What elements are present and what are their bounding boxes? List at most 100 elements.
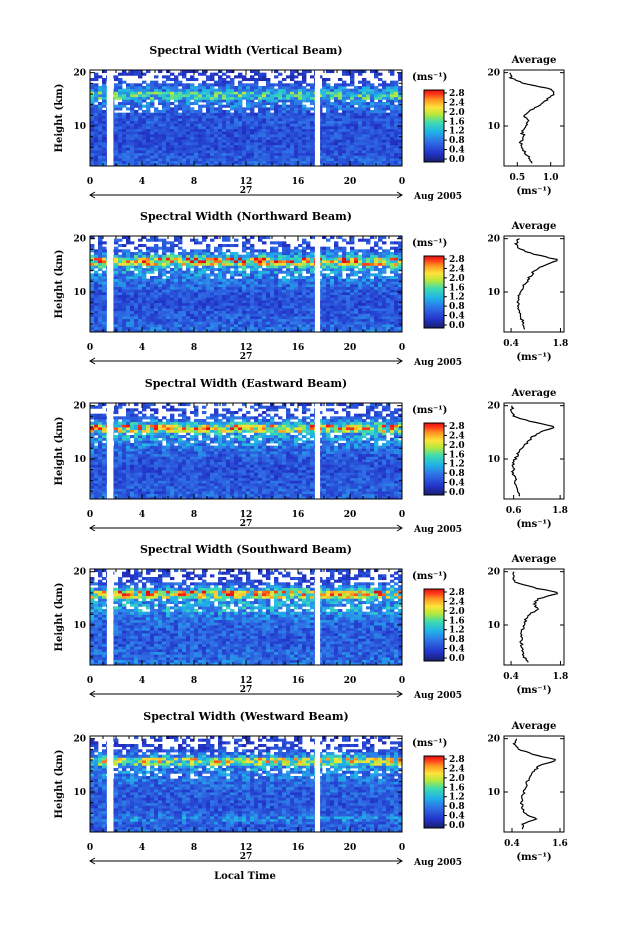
heatmap-cell bbox=[362, 123, 367, 127]
heatmap-cell bbox=[154, 152, 159, 156]
heatmap-cell bbox=[222, 257, 227, 261]
heatmap-cell bbox=[298, 91, 303, 95]
heatmap-cell bbox=[226, 292, 231, 296]
heatmap-cell bbox=[142, 244, 147, 248]
heatmap-cell bbox=[334, 150, 339, 154]
heatmap-cell bbox=[298, 160, 303, 164]
heatmap-cell bbox=[214, 257, 219, 261]
heatmap-cell bbox=[270, 294, 275, 298]
heatmap-cell bbox=[318, 99, 323, 103]
heatmap-cell bbox=[222, 302, 227, 306]
heatmap-cell bbox=[102, 126, 107, 130]
heatmap-cell bbox=[186, 118, 191, 122]
heatmap-cell bbox=[338, 262, 343, 266]
heatmap-cell bbox=[174, 262, 179, 266]
heatmap-cell bbox=[198, 326, 203, 330]
heatmap-cell bbox=[214, 110, 219, 114]
heatmap-cell bbox=[130, 91, 135, 95]
heatmap-cell bbox=[350, 110, 355, 114]
heatmap-cell bbox=[330, 257, 335, 261]
heatmap-cell bbox=[218, 112, 223, 116]
heatmap-cell bbox=[206, 155, 211, 159]
heatmap-cell bbox=[362, 136, 367, 140]
heatmap-cell bbox=[334, 313, 339, 317]
heatmap-cell bbox=[242, 118, 247, 122]
heatmap-cell bbox=[398, 257, 403, 261]
heatmap-cell bbox=[114, 134, 119, 138]
heatmap-cell bbox=[338, 94, 343, 98]
heatmap-cell bbox=[378, 158, 383, 162]
heatmap-cell bbox=[350, 297, 355, 301]
heatmap-cell bbox=[262, 289, 267, 293]
heatmap-cell bbox=[150, 80, 155, 84]
heatmap-cell bbox=[294, 270, 299, 274]
heatmap-cell bbox=[170, 308, 175, 312]
heatmap-cell bbox=[198, 284, 203, 288]
heatmap-cell bbox=[150, 284, 155, 288]
heatmap-cell bbox=[182, 144, 187, 148]
heatmap-cell bbox=[266, 297, 271, 301]
heatmap-cell bbox=[158, 329, 163, 333]
heatmap-cell bbox=[186, 150, 191, 154]
heatmap-cell bbox=[194, 88, 199, 92]
heatmap-cell bbox=[202, 142, 207, 146]
heatmap-cell bbox=[118, 112, 123, 116]
heatmap-cell bbox=[226, 284, 231, 288]
heatmap-cell bbox=[150, 112, 155, 116]
heatmap-cell bbox=[222, 83, 227, 87]
heatmap-cell bbox=[346, 265, 351, 269]
heatmap-cell bbox=[118, 310, 123, 314]
heatmap-cell bbox=[134, 326, 139, 330]
heatmap-cell bbox=[214, 262, 219, 266]
heatmap-cell bbox=[198, 252, 203, 256]
heatmap-cell bbox=[94, 163, 99, 167]
heatmap-cell bbox=[286, 252, 291, 256]
heatmap-cell bbox=[150, 294, 155, 298]
heatmap-cell bbox=[346, 150, 351, 154]
heatmap-cell bbox=[338, 142, 343, 146]
heatmap-cell bbox=[270, 321, 275, 325]
heatmap-cell bbox=[322, 276, 327, 280]
heatmap-cell bbox=[142, 284, 147, 288]
heatmap-cell bbox=[350, 249, 355, 253]
heatmap-cell bbox=[194, 273, 199, 277]
heatmap-cell bbox=[222, 276, 227, 280]
heatmap-cell bbox=[342, 278, 347, 282]
heatmap-cell bbox=[254, 158, 259, 162]
heatmap-cell bbox=[98, 158, 103, 162]
heatmap-cell bbox=[234, 300, 239, 304]
heatmap-cell bbox=[258, 276, 263, 280]
heatmap-cell bbox=[262, 110, 267, 114]
heatmap-cell bbox=[234, 112, 239, 116]
heatmap-cell bbox=[262, 292, 267, 296]
heatmap-cell bbox=[114, 249, 119, 253]
heatmap-cell bbox=[170, 107, 175, 111]
heatmap-cell bbox=[146, 262, 151, 266]
heatmap-cell bbox=[190, 316, 195, 320]
heatmap-cell bbox=[226, 321, 231, 325]
heatmap-cell bbox=[258, 300, 263, 304]
heatmap-cell bbox=[322, 305, 327, 309]
heatmap-cell bbox=[262, 257, 267, 261]
heatmap-cell bbox=[294, 75, 299, 79]
heatmap-cell bbox=[138, 120, 143, 124]
heatmap-cell bbox=[374, 160, 379, 164]
heatmap-cell bbox=[174, 284, 179, 288]
heatmap-cell bbox=[302, 72, 307, 76]
heatmap-cell bbox=[298, 310, 303, 314]
heatmap-cell bbox=[238, 329, 243, 333]
heatmap-cell bbox=[366, 86, 371, 90]
heatmap-cell bbox=[242, 254, 247, 258]
heatmap-cell bbox=[398, 310, 403, 314]
heatmap-cell bbox=[198, 300, 203, 304]
heatmap-cell bbox=[198, 120, 203, 124]
heatmap-cell bbox=[390, 91, 395, 95]
heatmap-cell bbox=[238, 281, 243, 285]
heatmap-cell bbox=[358, 115, 363, 119]
heatmap-cell bbox=[386, 249, 391, 253]
heatmap-cell bbox=[202, 144, 207, 148]
heatmap-cell bbox=[218, 102, 223, 106]
heatmap-cell bbox=[398, 300, 403, 304]
heatmap-cell bbox=[98, 123, 103, 127]
heatmap-cell bbox=[174, 75, 179, 79]
